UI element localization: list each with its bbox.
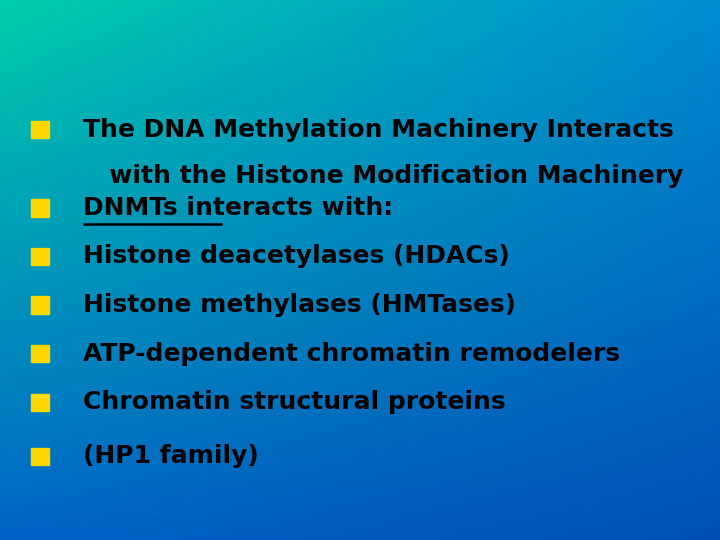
Bar	[30, 121, 49, 138]
Bar	[30, 448, 49, 465]
Text: DNMTs interacts with:: DNMTs interacts with:	[83, 196, 393, 220]
Bar	[30, 296, 49, 314]
Text: Chromatin structural proteins: Chromatin structural proteins	[83, 390, 505, 414]
Text: with the Histone Modification Machinery: with the Histone Modification Machinery	[83, 164, 683, 187]
Text: Histone deacetylases (HDACs): Histone deacetylases (HDACs)	[83, 245, 510, 268]
Bar	[30, 248, 49, 265]
Bar	[30, 394, 49, 411]
Text: Histone methylases (HMTases): Histone methylases (HMTases)	[83, 293, 516, 317]
Bar	[30, 199, 49, 217]
Text: The DNA Methylation Machinery Interacts: The DNA Methylation Machinery Interacts	[83, 118, 673, 141]
Text: ATP-dependent chromatin remodelers: ATP-dependent chromatin remodelers	[83, 342, 620, 366]
Bar	[30, 345, 49, 362]
Text: (HP1 family): (HP1 family)	[83, 444, 258, 468]
